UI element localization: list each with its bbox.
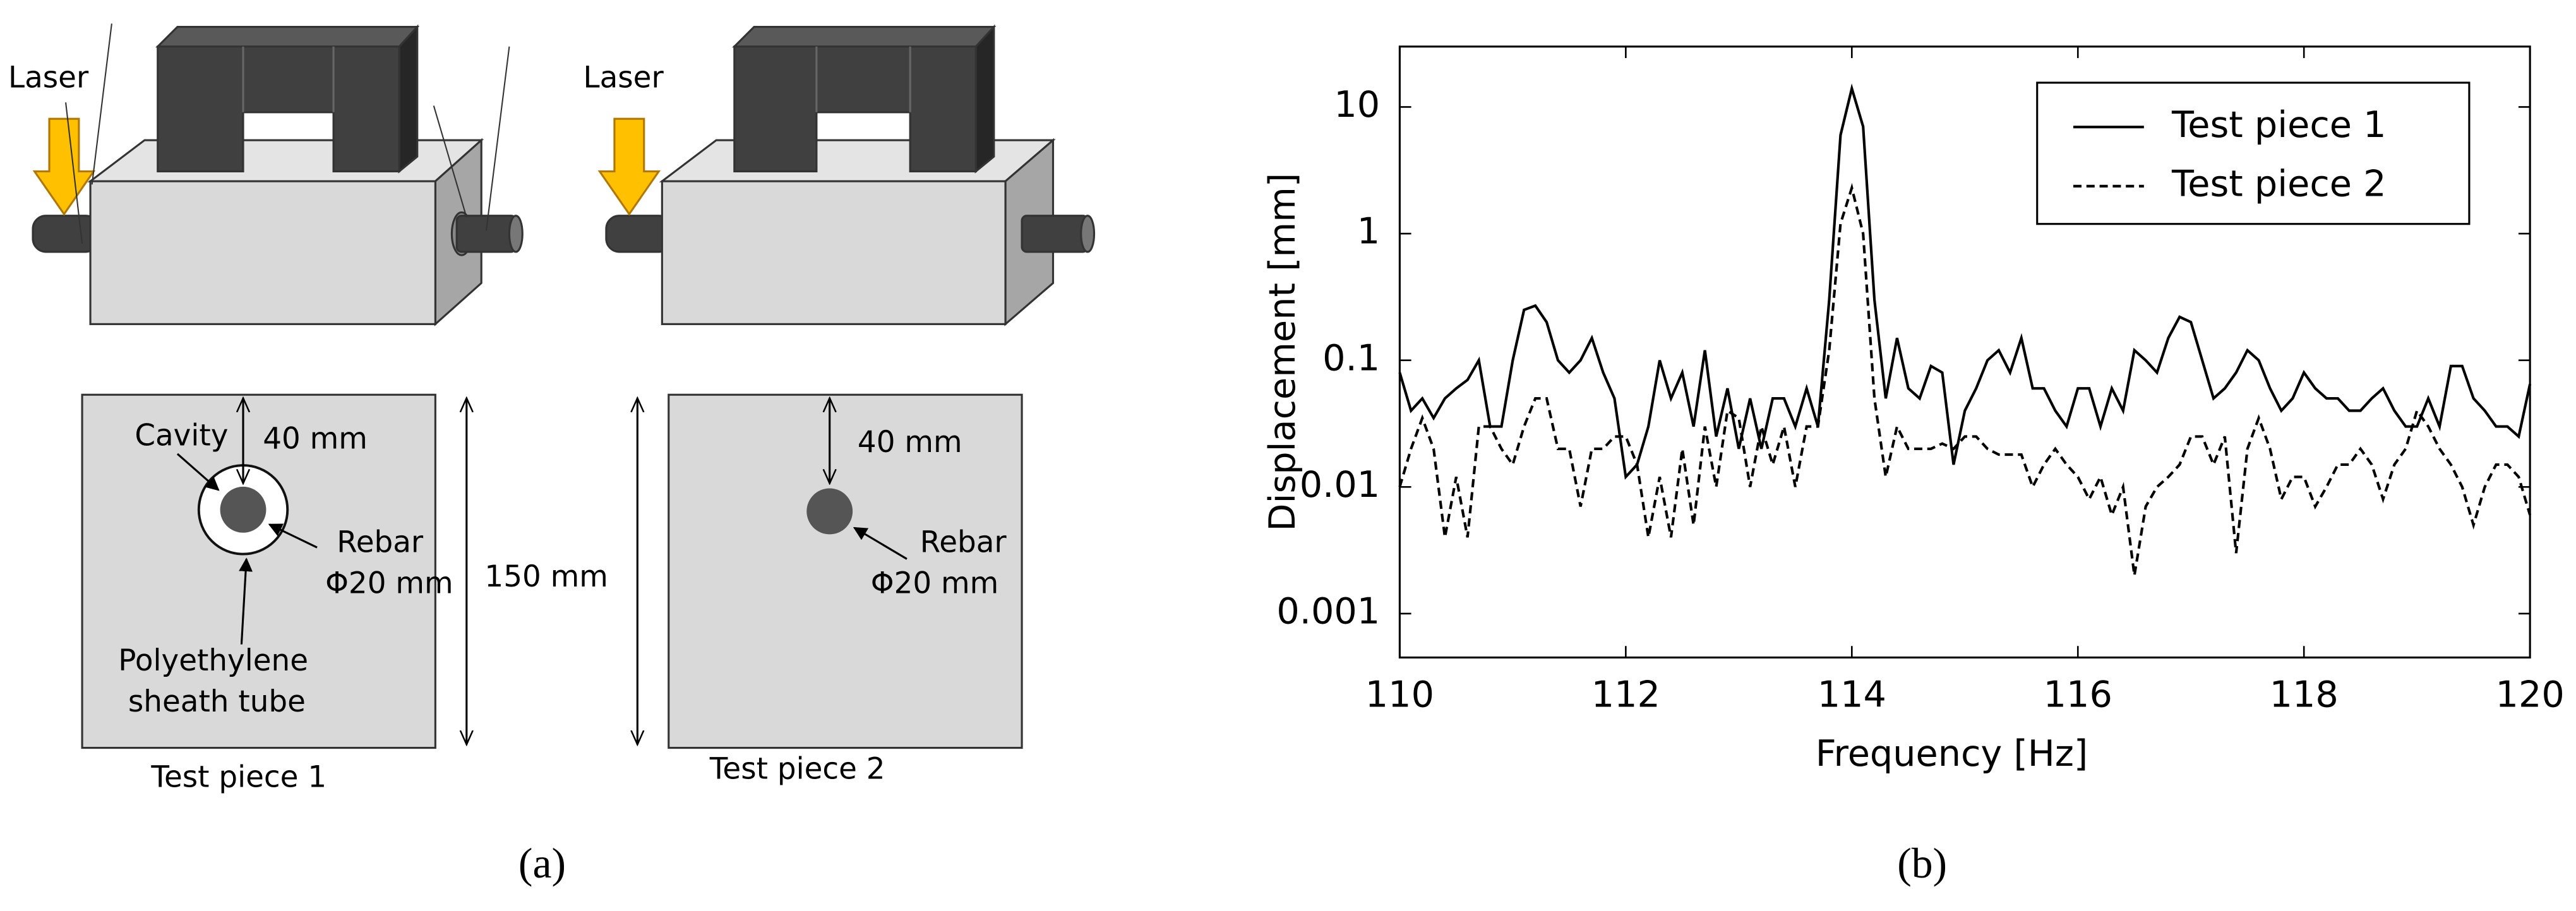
legend-label: Test piece 1 — [2171, 104, 2387, 146]
x-tick-label: 118 — [2270, 674, 2339, 716]
label: sheath tube — [128, 685, 306, 719]
diagram-labels: Laser Laser Cavity 40 mm Rebar Φ20 mm Po… — [8, 61, 1947, 887]
y-tick-label: 0.01 — [1300, 464, 1380, 506]
label: Rebar — [920, 525, 1007, 559]
legend-label: Test piece 2 — [2171, 163, 2387, 205]
caption: Test piece 2 — [709, 752, 885, 786]
label: 40 mm — [263, 422, 368, 456]
label: Rebar — [337, 525, 424, 559]
test-piece-1-3d — [32, 23, 524, 326]
label: 150 mm — [484, 560, 608, 594]
y-tick-label: 0.001 — [1276, 591, 1380, 633]
y-tick-label: 10 — [1334, 84, 1380, 126]
plot-frame — [1398, 45, 2531, 659]
caption: Test piece 1 — [150, 760, 326, 794]
test-piece-2-3d — [597, 24, 1096, 326]
x-tick-label: 112 — [1591, 674, 1660, 716]
y-tick-label: 1 — [1357, 211, 1380, 253]
y-axis-label: Displacement [mm] — [1262, 173, 1303, 532]
x-tick-label: 110 — [1365, 674, 1434, 716]
panel-label: (a) — [518, 840, 566, 887]
cross-section-1 — [81, 393, 436, 749]
y-tick-label: 0.1 — [1322, 337, 1380, 379]
x-tick-label: 114 — [1818, 674, 1886, 716]
series-line — [1398, 182, 2532, 576]
cross-section-2 — [668, 393, 1023, 749]
diagram — [32, 23, 1096, 749]
label: Laser — [8, 61, 89, 95]
panel-label: (b) — [1897, 840, 1947, 887]
label: Polyethylene — [118, 644, 308, 678]
label: Cavity — [135, 419, 228, 453]
label: Φ20 mm — [325, 567, 453, 601]
x-tick-label: 120 — [2496, 674, 2565, 716]
x-axis-label: Frequency [Hz] — [1816, 733, 2088, 775]
label: Laser — [583, 61, 664, 95]
series-line — [1398, 83, 2532, 480]
legend-box — [2036, 81, 2471, 225]
chart: Frequency [Hz] Displacement [mm] 110 112 1… — [1262, 45, 2565, 775]
label: 40 mm — [858, 426, 962, 460]
label: Φ20 mm — [871, 567, 998, 601]
x-tick-label: 116 — [2044, 674, 2112, 716]
